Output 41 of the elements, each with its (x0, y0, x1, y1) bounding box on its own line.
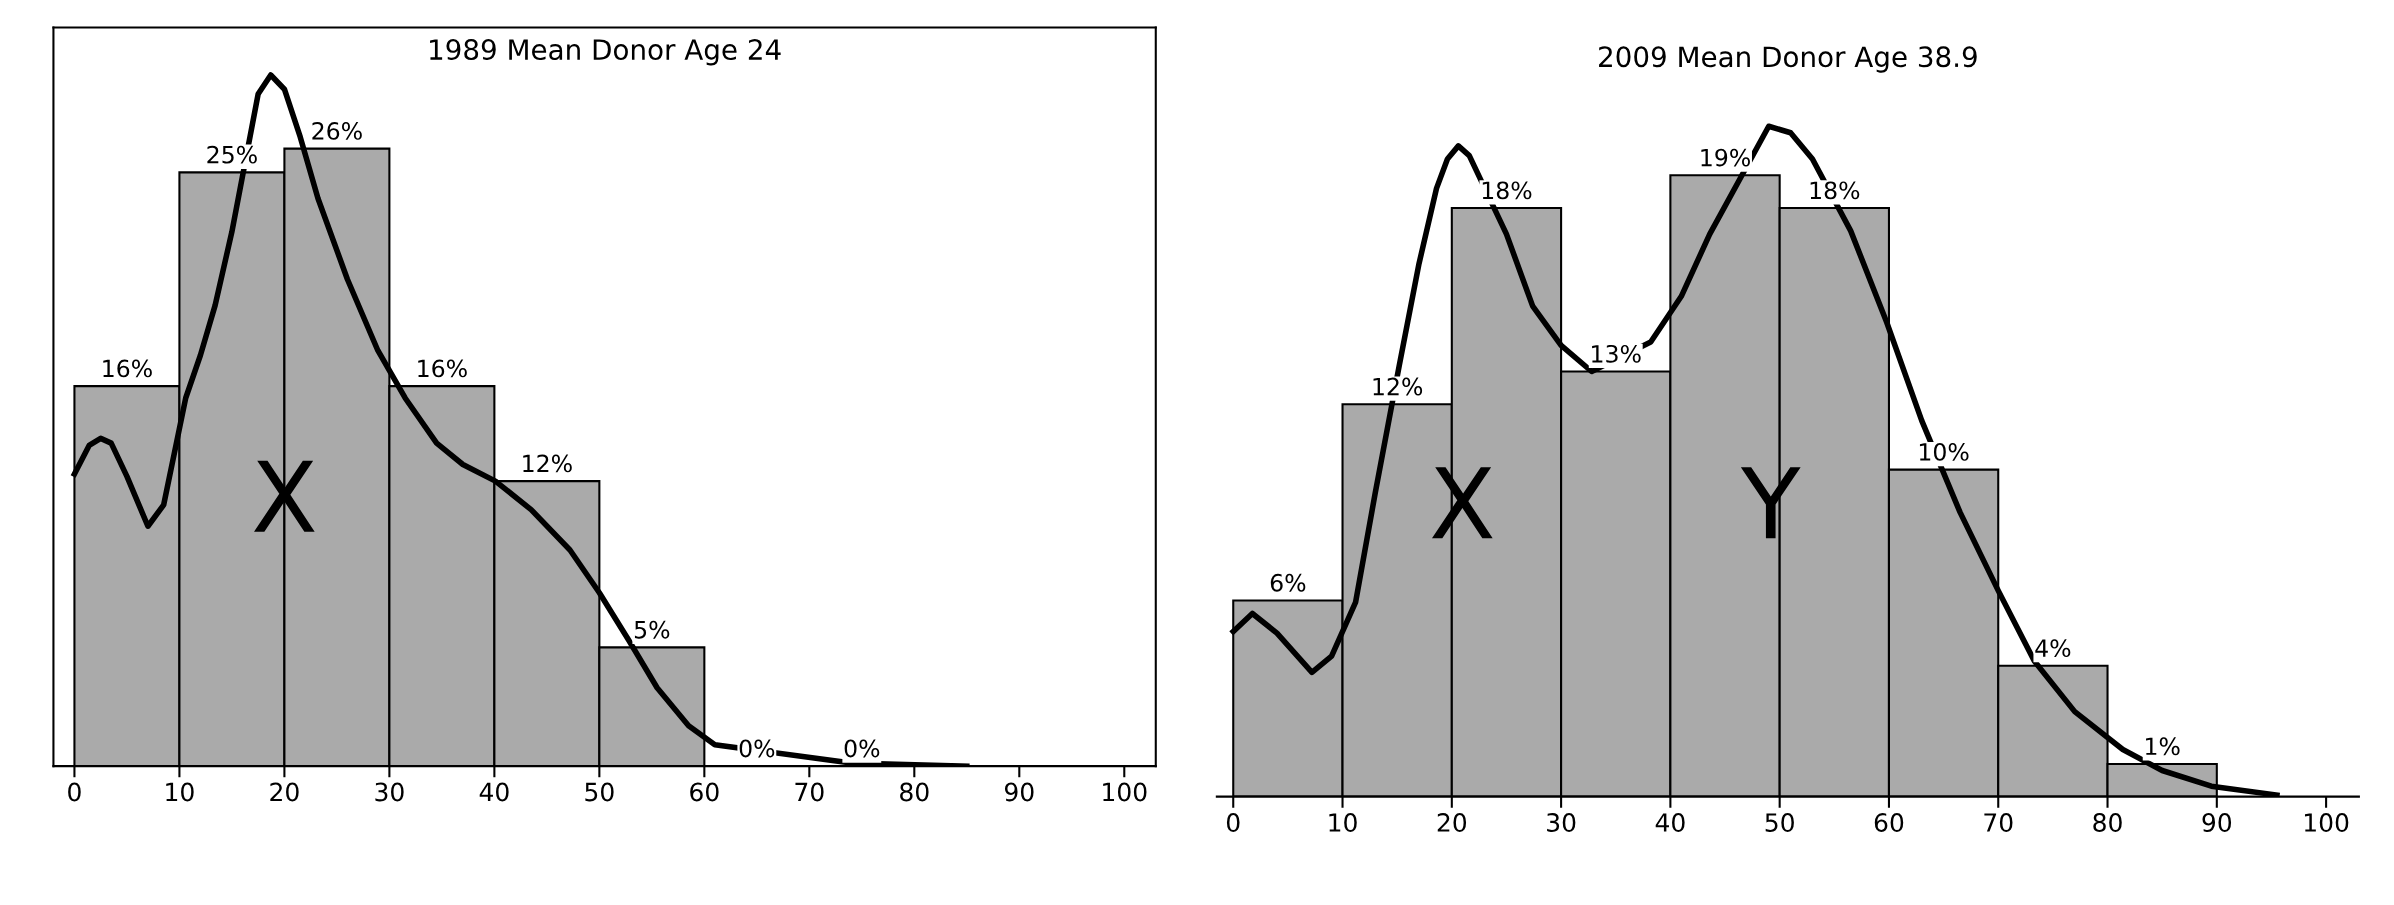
x-tick-label: 70 (795, 782, 824, 802)
x-tick-label: 40 (1655, 813, 1685, 832)
x-tick-label: 20 (1437, 813, 1467, 832)
x-tick-label: 50 (585, 782, 614, 802)
x-tick-label: 90 (2202, 813, 2232, 832)
chart-title: 2009 Mean Donor Age 38.9 (1599, 46, 1977, 73)
data-label: 19% (1701, 148, 1750, 167)
data-label: 4% (2035, 639, 2071, 658)
chart-title: 1989 Mean Donor Age 24 (430, 39, 781, 66)
data-label: 0% (739, 739, 775, 758)
x-tick-label: 70 (1984, 813, 2013, 832)
x-tick-label: 60 (1874, 813, 1904, 832)
data-label: 16% (103, 359, 152, 378)
x-tick-label: 100 (2304, 813, 2349, 832)
x-tick-label: 90 (1004, 782, 1034, 802)
x-tick-label: 60 (690, 782, 719, 802)
data-label: 0% (844, 739, 880, 758)
data-label: 16% (418, 359, 467, 378)
data-label: 12% (523, 454, 572, 473)
data-label: 10% (1919, 443, 1969, 461)
x-tick-label: 10 (1329, 813, 1357, 832)
x-tick-label: 10 (166, 782, 194, 802)
data-label: 6% (1270, 573, 1306, 592)
data-label: 25% (207, 145, 257, 164)
data-label: 18% (1810, 181, 1860, 200)
data-label: 13% (1592, 344, 1641, 363)
data-label: 12% (1373, 377, 1423, 396)
data-label: 1% (2146, 737, 2180, 756)
x-tick-label: 80 (2093, 813, 2122, 832)
x-tick-label: 0 (1226, 813, 1240, 832)
x-tick-label: 40 (479, 782, 509, 802)
x-tick-label: 50 (1765, 813, 1794, 832)
data-label: 18% (1482, 181, 1532, 200)
x-tick-label: 30 (1547, 813, 1576, 832)
x-tick-label: 30 (375, 782, 404, 802)
x-tick-label: 100 (1103, 782, 1147, 802)
x-tick-label: 20 (270, 782, 299, 802)
data-label: 5% (634, 620, 670, 639)
x-tick-label: 80 (900, 782, 929, 802)
data-label: 26% (312, 122, 362, 140)
x-tick-label: 0 (68, 782, 81, 802)
